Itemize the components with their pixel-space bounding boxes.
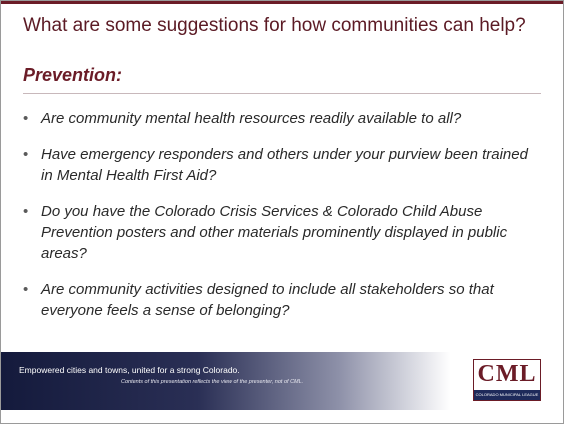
logo-text: CML (477, 361, 537, 387)
top-bar (1, 1, 563, 4)
footer-tagline: Empowered cities and towns, united for a… (19, 365, 240, 375)
divider (23, 93, 541, 94)
bullet: Are community mental health resources re… (23, 108, 538, 129)
slide-subtitle: Prevention: (23, 65, 123, 85)
bullet: Do you have the Colorado Crisis Services… (23, 201, 538, 264)
footer-disclaimer: Contents of this presentation reflects t… (121, 379, 304, 385)
logo: CML COLORADO MUNICIPAL LEAGUE (473, 359, 541, 401)
bullet: Are community activities designed to inc… (23, 279, 538, 321)
logo-subtext: COLORADO MUNICIPAL LEAGUE (474, 390, 540, 400)
slide-title: What are some suggestions for how commun… (23, 15, 526, 36)
bullet: Have emergency responders and others und… (23, 144, 538, 186)
footer: Empowered cities and towns, united for a… (1, 352, 563, 410)
bullet-list: Are community mental health resources re… (23, 108, 538, 336)
